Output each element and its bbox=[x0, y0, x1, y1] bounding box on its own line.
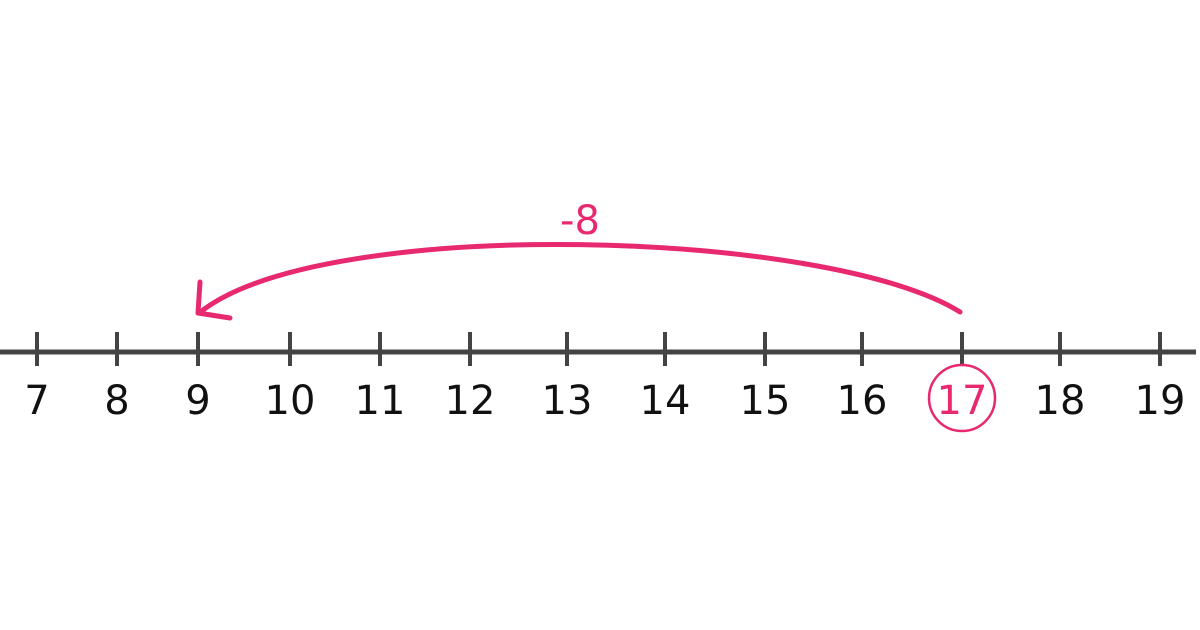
arrow-head-icon bbox=[195, 279, 233, 321]
tick-label: 15 bbox=[740, 378, 791, 424]
tick-label: 18 bbox=[1035, 378, 1086, 424]
jump-arc bbox=[200, 241, 963, 315]
tick-label: 19 bbox=[1135, 378, 1186, 424]
tick-label: 9 bbox=[185, 378, 210, 424]
tick-label: 16 bbox=[837, 378, 888, 424]
tick-label: 13 bbox=[542, 378, 593, 424]
jump-label: -8 bbox=[560, 198, 600, 244]
tick-label: 14 bbox=[640, 378, 691, 424]
tick-label: 11 bbox=[355, 378, 406, 424]
tick-label: 8 bbox=[104, 378, 129, 424]
tick-label: 7 bbox=[24, 378, 49, 424]
tick-label: 12 bbox=[445, 378, 496, 424]
tick-label: 17 bbox=[937, 378, 988, 424]
tick-label: 10 bbox=[265, 378, 316, 424]
highlight-circle bbox=[927, 363, 997, 433]
